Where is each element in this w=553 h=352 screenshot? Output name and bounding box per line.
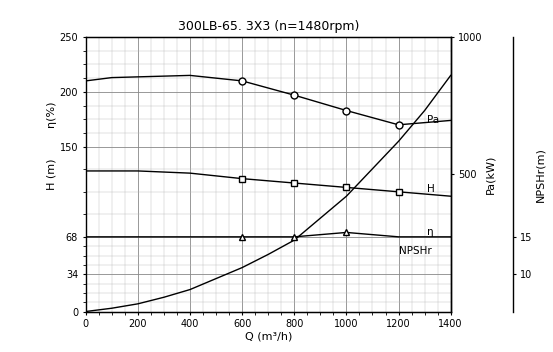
Text: H: H: [427, 183, 435, 194]
Text: η: η: [427, 227, 434, 238]
Text: NPSHr: NPSHr: [399, 246, 431, 256]
Text: Pa: Pa: [427, 115, 439, 125]
Y-axis label: Pa(kW): Pa(kW): [486, 155, 495, 194]
Title: 300LB-65. 3X3 (n=1480rpm): 300LB-65. 3X3 (n=1480rpm): [178, 20, 359, 33]
Y-axis label: H (m): H (m): [46, 158, 56, 190]
Text: η(%): η(%): [46, 101, 56, 127]
Y-axis label: NPSHr(m): NPSHr(m): [535, 147, 545, 202]
X-axis label: Q (m³/h): Q (m³/h): [244, 332, 292, 342]
